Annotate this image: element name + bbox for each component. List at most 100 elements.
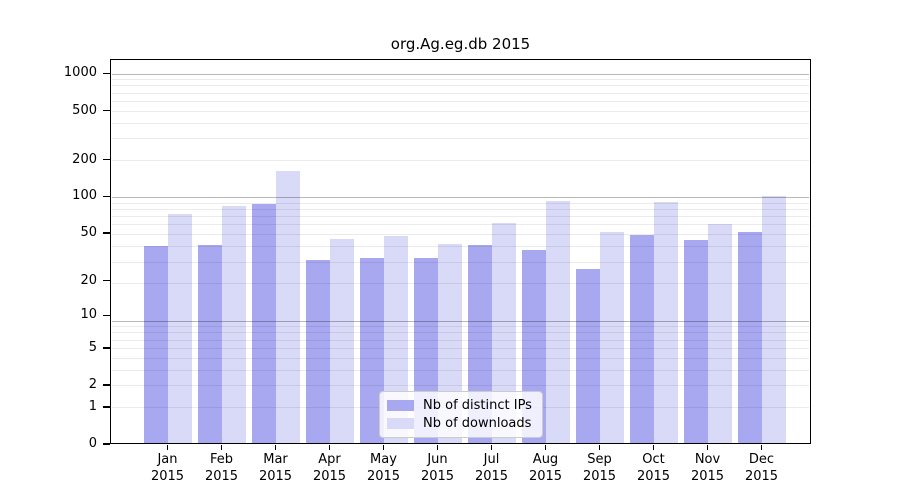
x-tick-year: 2015 bbox=[366, 469, 401, 484]
gridline-minor bbox=[112, 385, 809, 387]
y-tick-label: 1000 bbox=[63, 65, 97, 81]
gridline-minor bbox=[112, 202, 809, 204]
y-tick-label: 10 bbox=[80, 307, 97, 323]
y-tick-label: 200 bbox=[72, 151, 97, 167]
x-tick-month: Nov bbox=[694, 452, 721, 467]
x-tick-mark bbox=[328, 445, 331, 450]
x-tick-label-jun: Jun 2015 bbox=[408, 451, 468, 485]
gridline-major bbox=[112, 73, 809, 75]
x-tick-month: Oct bbox=[642, 452, 665, 467]
gridline-minor bbox=[112, 339, 809, 341]
x-tick-mark bbox=[544, 445, 547, 450]
legend-label-distinct-ips: Nb of distinct IPs bbox=[423, 398, 532, 414]
bar-downloads-sep bbox=[599, 232, 624, 444]
x-tick-month: May bbox=[370, 452, 397, 467]
x-tick-year: 2015 bbox=[258, 469, 293, 484]
x-tick-label-jan: Jan 2015 bbox=[138, 451, 198, 485]
gridline-minor bbox=[112, 79, 809, 81]
x-tick-mark bbox=[706, 445, 709, 450]
x-tick-year: 2015 bbox=[420, 469, 455, 484]
x-tick-year: 2015 bbox=[744, 469, 779, 484]
y-tick-mark bbox=[103, 279, 110, 282]
gridline-minor bbox=[112, 357, 809, 359]
y-tick-mark bbox=[103, 406, 110, 408]
x-tick-mark bbox=[166, 445, 169, 450]
gridline-minor bbox=[112, 159, 809, 161]
x-tick-label-feb: Feb 2015 bbox=[192, 451, 252, 485]
gridline-minor bbox=[112, 246, 809, 248]
x-tick-mark bbox=[598, 445, 601, 450]
x-tick-label-aug: Aug 2015 bbox=[516, 451, 576, 485]
bar-downloads-feb bbox=[221, 206, 246, 444]
y-tick-mark bbox=[103, 443, 110, 445]
x-tick-label-may: May 2015 bbox=[354, 451, 414, 485]
y-tick-label: 100 bbox=[72, 188, 97, 204]
x-tick-mark bbox=[382, 445, 385, 450]
bar-ips-mar bbox=[251, 203, 276, 444]
gridline-minor bbox=[112, 110, 809, 112]
legend-swatch-distinct-ips bbox=[387, 400, 414, 412]
gridline-major bbox=[112, 197, 809, 198]
gridline-minor bbox=[112, 261, 809, 263]
y-tick-mark bbox=[103, 232, 110, 234]
gridline-minor bbox=[112, 234, 809, 236]
y-tick-label: 500 bbox=[72, 102, 97, 118]
gridline-minor bbox=[112, 224, 809, 226]
legend-swatch-downloads bbox=[387, 417, 414, 429]
x-tick-year: 2015 bbox=[582, 469, 617, 484]
gridline-minor bbox=[112, 326, 809, 328]
gridline-minor bbox=[112, 85, 809, 87]
bar-ips-apr bbox=[305, 259, 330, 444]
x-tick-month: Dec bbox=[748, 452, 775, 467]
x-tick-mark bbox=[490, 445, 493, 450]
gridline-minor bbox=[112, 100, 809, 102]
bar-downloads-nov bbox=[707, 224, 732, 444]
x-tick-mark bbox=[436, 445, 439, 450]
y-tick-mark bbox=[103, 314, 110, 317]
x-tick-month: Aug bbox=[532, 452, 559, 467]
x-tick-month: Mar bbox=[263, 452, 288, 467]
x-tick-month: Jan bbox=[157, 452, 178, 467]
y-tick-mark bbox=[103, 195, 110, 198]
bar-ips-jan bbox=[143, 246, 168, 444]
y-tick-label: 1 bbox=[88, 398, 97, 414]
legend-label-downloads: Nb of downloads bbox=[423, 415, 532, 431]
x-tick-mark bbox=[274, 445, 277, 450]
legend: Nb of distinct IPs Nb of downloads bbox=[379, 391, 543, 438]
x-tick-year: 2015 bbox=[528, 469, 563, 484]
x-tick-label-apr: Apr 2015 bbox=[300, 451, 360, 485]
bar-ips-sep bbox=[575, 269, 600, 444]
x-tick-year: 2015 bbox=[636, 469, 671, 484]
x-tick-label-sep: Sep 2015 bbox=[570, 451, 630, 485]
x-tick-month: Jun bbox=[427, 452, 448, 467]
x-tick-mark bbox=[760, 445, 763, 450]
x-tick-label-jul: Jul 2015 bbox=[462, 451, 522, 485]
x-tick-year: 2015 bbox=[204, 469, 239, 484]
legend-item-distinct-ips: Nb of distinct IPs bbox=[387, 397, 534, 415]
y-tick-mark bbox=[103, 384, 110, 386]
gridline-minor bbox=[112, 347, 809, 349]
bar-downloads-jan bbox=[167, 213, 192, 444]
y-tick-mark bbox=[103, 158, 110, 161]
x-tick-mark bbox=[652, 445, 655, 450]
bar-downloads-mar bbox=[275, 171, 300, 444]
gridline-minor bbox=[112, 208, 809, 210]
bar-downloads-apr bbox=[329, 238, 354, 444]
gridline-major bbox=[112, 320, 809, 322]
x-tick-year: 2015 bbox=[690, 469, 725, 484]
gridline-minor bbox=[112, 138, 809, 140]
x-tick-month: Jul bbox=[483, 452, 500, 467]
y-tick-label: 2 bbox=[88, 377, 97, 393]
bar-ips-nov bbox=[683, 239, 708, 444]
x-tick-year: 2015 bbox=[150, 469, 185, 484]
y-tick-label: 20 bbox=[80, 272, 97, 288]
gridline-minor bbox=[112, 283, 809, 285]
bar-downloads-oct bbox=[653, 202, 678, 444]
legend-item-downloads: Nb of downloads bbox=[387, 415, 534, 433]
x-tick-month: Apr bbox=[318, 452, 341, 467]
gridline-minor bbox=[112, 369, 809, 371]
y-tick-label: 50 bbox=[80, 225, 97, 241]
bar-downloads-dec bbox=[761, 196, 786, 444]
y-tick-mark bbox=[103, 72, 110, 75]
bar-downloads-aug bbox=[545, 200, 570, 444]
